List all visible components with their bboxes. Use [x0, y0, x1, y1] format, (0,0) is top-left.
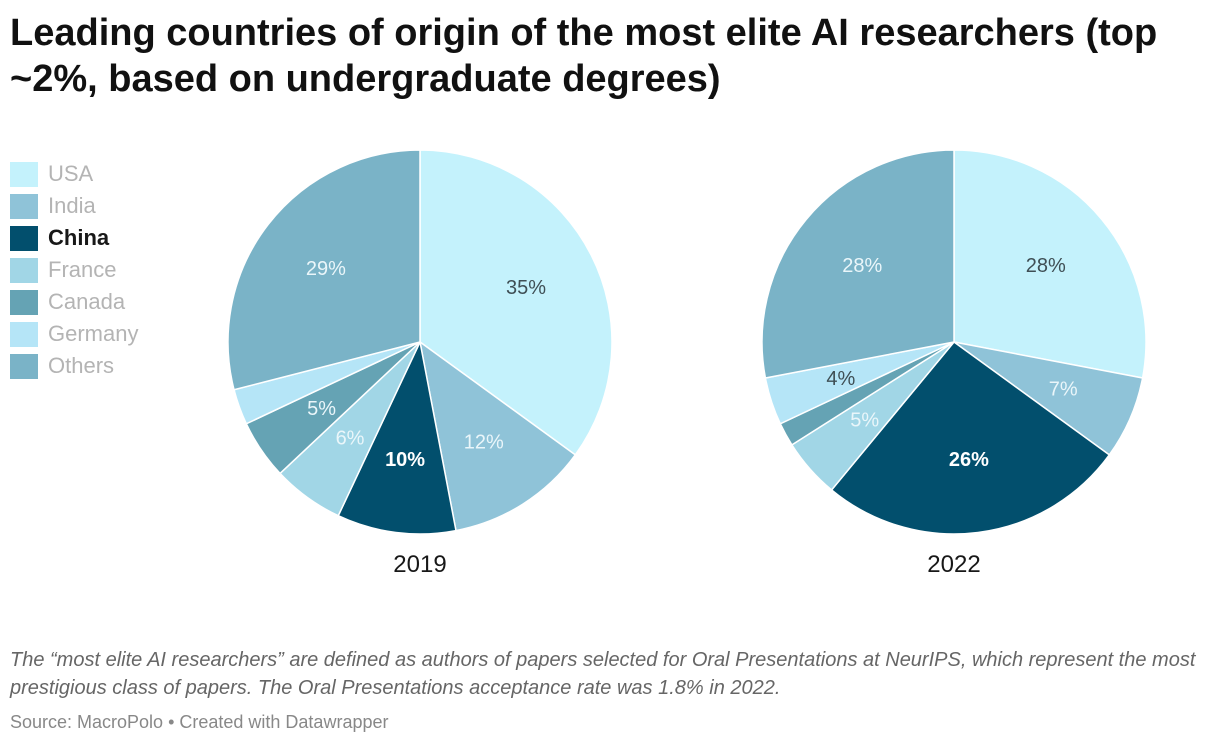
legend: USA India China France Canada Germany Ot…: [10, 158, 138, 382]
slice-label-2019-france: 6%: [336, 427, 365, 449]
legend-swatch-usa: [10, 161, 38, 187]
slice-2019-china: [337, 339, 457, 535]
pie-2019: 35% 12% 10% 6%5% 29% 2019: [227, 149, 613, 578]
slice-label-2019-others: 29%: [306, 258, 346, 280]
legend-label-france: France: [48, 257, 117, 282]
slice-label-2022-india: 7%: [1049, 378, 1078, 400]
chart-title: Leading countries of origin of the most …: [10, 12, 1158, 100]
slice-2019-india: [418, 340, 577, 532]
legend-label-china: China: [48, 225, 110, 250]
legend-item-canada: Canada: [10, 286, 138, 318]
slice-label-2022-france: 5%: [850, 410, 879, 432]
slice-label-2019-china: 10%: [385, 449, 425, 471]
legend-swatch-canada: [10, 289, 38, 315]
legend-item-france: France: [10, 254, 138, 286]
legend-swatch-others: [10, 353, 38, 379]
source-credit: Source: MacroPolo • Created with Datawra…: [10, 712, 389, 732]
pie-year-label-2022: 2022: [927, 551, 980, 578]
slice-label-2019-canada: 5%: [307, 398, 336, 420]
legend-item-others: Others: [10, 350, 138, 382]
legend-label-germany: Germany: [48, 321, 139, 346]
legend-item-germany: Germany: [10, 318, 138, 350]
legend-swatch-france: [10, 257, 38, 283]
slice-2019-usa: [419, 149, 613, 456]
legend-label-others: Others: [48, 353, 115, 378]
legend-label-india: India: [48, 193, 96, 218]
legend-item-india: India: [10, 190, 138, 222]
pie-2022: 28% 7% 26% 5% 4% 28% 2022: [761, 149, 1147, 578]
footnote: The “most elite AI researchers” are defi…: [10, 649, 1196, 699]
pie-year-label-2019: 2019: [393, 551, 446, 578]
legend-label-canada: Canada: [48, 289, 126, 314]
slice-label-2022-germany: 4%: [826, 368, 855, 390]
slice-label-2019-usa: 35%: [506, 277, 546, 299]
legend-label-usa: USA: [48, 161, 94, 186]
slice-label-2022-china: 26%: [949, 449, 989, 471]
legend-item-china: China: [10, 222, 138, 254]
slice-2022-china: [830, 340, 1111, 535]
legend-swatch-germany: [10, 321, 38, 347]
legend-swatch-india: [10, 193, 38, 219]
slice-label-2019-india: 12%: [464, 432, 504, 454]
slice-2022-usa: [953, 149, 1147, 379]
slice-label-2022-usa: 28%: [1026, 255, 1066, 277]
legend-item-usa: USA: [10, 158, 138, 190]
slice-2022-others: [761, 149, 955, 379]
slice-label-2022-others: 28%: [842, 255, 882, 277]
legend-swatch-china: [10, 225, 38, 251]
slice-2019-others: [227, 149, 421, 391]
